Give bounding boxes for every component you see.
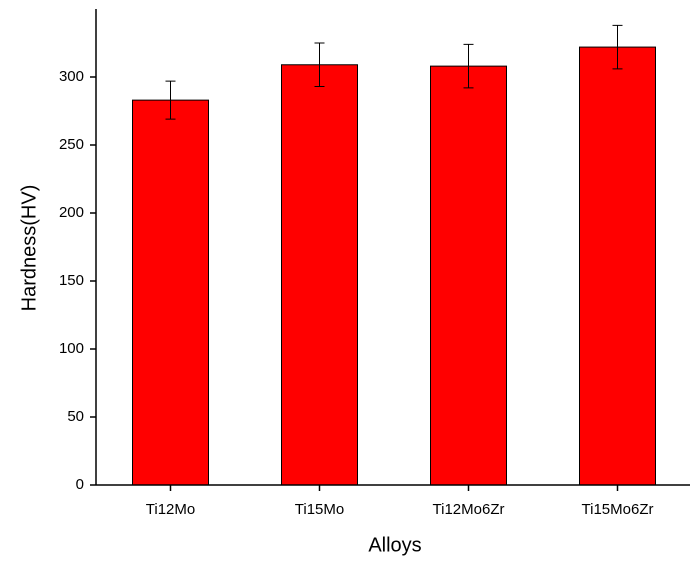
- y-axis-title: Hardness(HV): [18, 185, 40, 312]
- error-bar: [463, 43, 474, 89]
- x-axis-title: Alloys: [368, 534, 421, 556]
- x-tick-label: Ti15Mo6Zr: [582, 501, 654, 518]
- bar: [132, 99, 209, 486]
- y-tick-label: 250: [59, 136, 84, 153]
- y-tick-label: 300: [59, 68, 84, 85]
- x-tick-label: Ti15Mo: [295, 501, 344, 518]
- y-tick-label: 100: [59, 340, 84, 357]
- y-tick-label: 150: [59, 272, 84, 289]
- bar: [579, 46, 656, 486]
- y-tick-label: 0: [76, 476, 84, 493]
- bar: [430, 65, 507, 486]
- x-tick-label: Ti12Mo6Zr: [433, 501, 505, 518]
- y-tick-label: 200: [59, 204, 84, 221]
- error-bar: [165, 80, 176, 120]
- y-tick-label: 50: [67, 408, 84, 425]
- x-tick-label: Ti12Mo: [146, 501, 195, 518]
- error-bar: [314, 42, 325, 88]
- error-bar: [612, 24, 623, 70]
- bar: [281, 64, 358, 486]
